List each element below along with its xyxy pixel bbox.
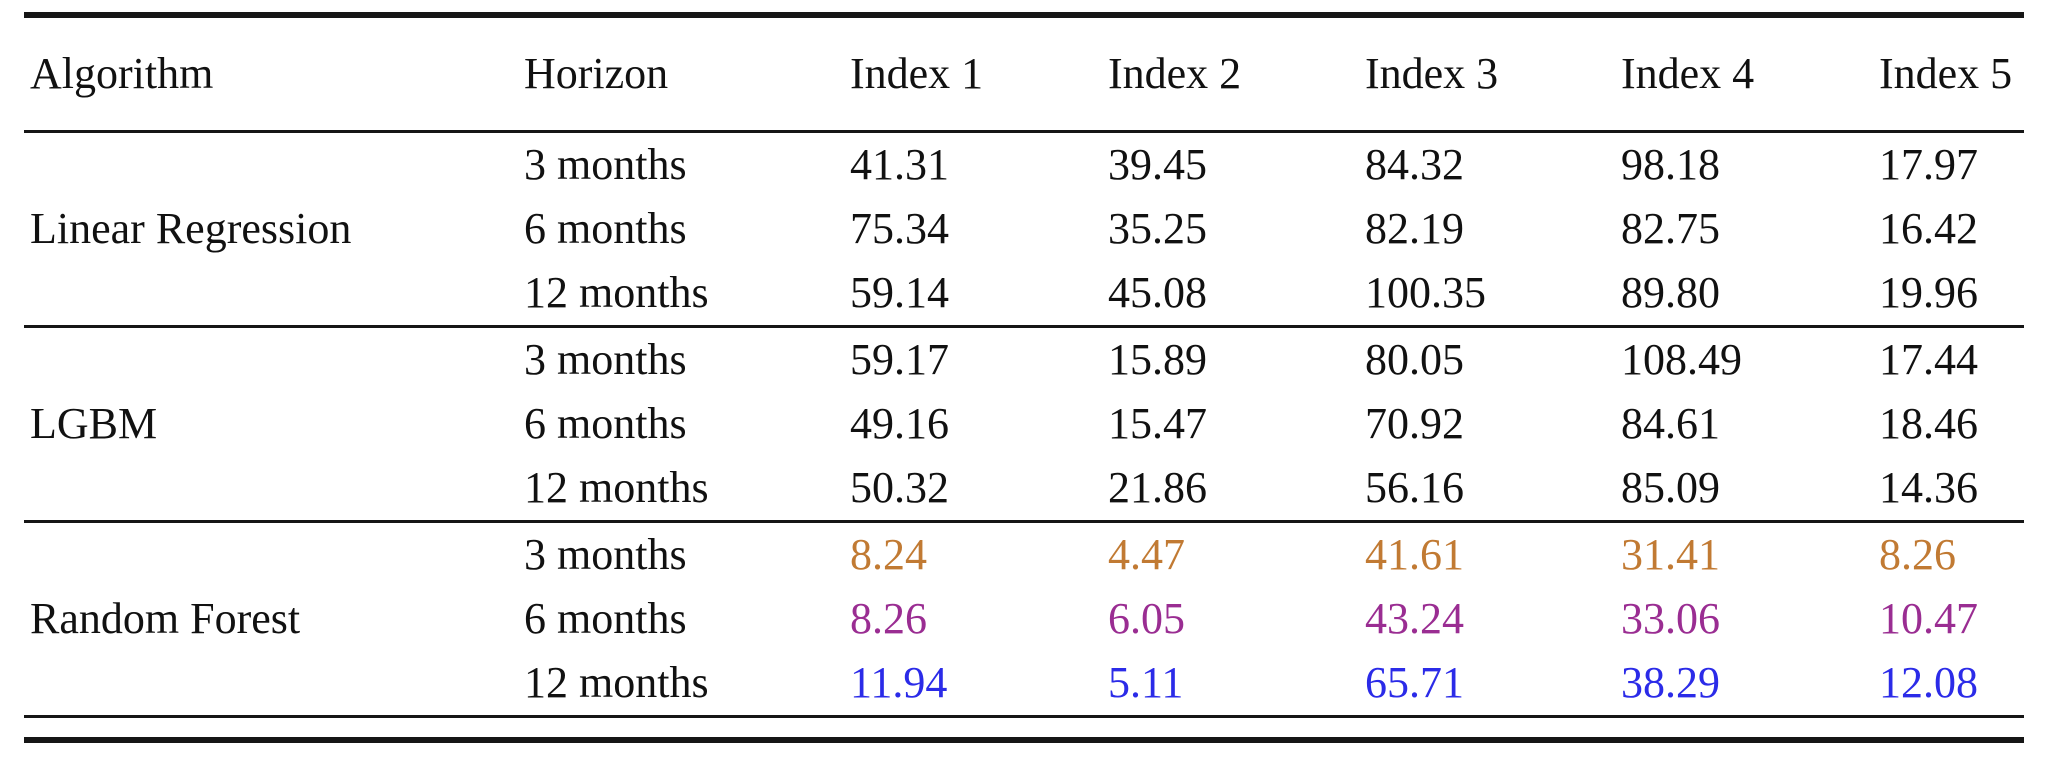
horizon-cell: 6 months [524,204,687,253]
value-cell: 41.61 [1365,530,1464,579]
column-header-index2: Index 2 [1108,49,1242,98]
column-header-index1: Index 1 [850,49,984,98]
horizon-cell: 6 months [524,399,687,448]
algorithm-cell: Linear Regression [30,204,352,253]
value-cell: 82.75 [1621,204,1720,253]
table-row: 12 months 50.32 21.86 56.16 85.09 14.36 [24,456,2024,522]
value-cell: 70.92 [1365,399,1464,448]
value-cell: 6.05 [1108,594,1185,643]
table-row: Linear Regression 3 months 41.31 39.45 8… [24,132,2024,251]
value-cell: 12.08 [1879,658,1978,707]
horizon-cell: 6 months [524,594,687,643]
column-header-algorithm: Algorithm [30,49,214,98]
value-cell: 19.96 [1879,268,1978,317]
value-cell: 82.19 [1365,204,1464,253]
horizon-cell: 12 months [524,268,709,317]
value-cell: 8.26 [850,594,927,643]
value-cell: 100.35 [1365,268,1486,317]
value-cell: 59.17 [850,335,949,384]
table-row: Random Forest 3 months 8.24 4.47 41.61 3… [24,522,2024,641]
horizon-cell: 3 months [524,140,687,189]
value-cell: 49.16 [850,399,949,448]
value-cell: 56.16 [1365,463,1464,512]
group-random-forest: Random Forest 3 months 8.24 4.47 41.61 3… [24,522,2024,717]
value-cell: 15.47 [1108,399,1207,448]
table-row: 12 months 11.94 5.11 65.71 38.29 12.08 [24,651,2024,717]
value-cell: 98.18 [1621,140,1720,189]
results-table-area: Algorithm Horizon Index 1 Index 2 Index … [24,12,2024,743]
value-cell: 85.09 [1621,463,1720,512]
algorithm-cell: LGBM [30,399,158,448]
column-header-index4: Index 4 [1621,49,1755,98]
group-linear-regression: Linear Regression 3 months 41.31 39.45 8… [24,132,2024,327]
header-row: Algorithm Horizon Index 1 Index 2 Index … [24,15,2024,132]
horizon-cell: 12 months [524,658,709,707]
value-cell: 75.34 [850,204,949,253]
horizon-cell: 3 months [524,335,687,384]
value-cell: 41.31 [850,140,949,189]
value-cell: 89.80 [1621,268,1720,317]
table-row: 6 months 8.26 6.05 43.24 33.06 10.47 [24,587,2024,651]
value-cell: 15.89 [1108,335,1207,384]
value-cell: 8.26 [1879,530,1956,579]
table-header: Algorithm Horizon Index 1 Index 2 Index … [24,15,2024,132]
value-cell: 45.08 [1108,268,1207,317]
value-cell: 108.49 [1621,335,1742,384]
value-cell: 18.46 [1879,399,1978,448]
value-cell: 21.86 [1108,463,1207,512]
value-cell: 50.32 [850,463,949,512]
value-cell: 33.06 [1621,594,1720,643]
table-row: 12 months 59.14 45.08 100.35 89.80 19.96 [24,261,2024,327]
column-header-index3: Index 3 [1365,49,1499,98]
column-header-index5: Index 5 [1879,49,2013,98]
value-cell: 80.05 [1365,335,1464,384]
algorithm-cell: Random Forest [30,594,301,643]
value-cell: 16.42 [1879,204,1978,253]
column-header-horizon: Horizon [524,49,669,98]
bottom-thick-rule [24,737,2024,743]
group-lgbm: LGBM 3 months 59.17 15.89 80.05 108.49 1… [24,327,2024,522]
value-cell: 17.44 [1879,335,1978,384]
value-cell: 31.41 [1621,530,1720,579]
horizon-cell: 12 months [524,463,709,512]
value-cell: 38.29 [1621,658,1720,707]
value-cell: 65.71 [1365,658,1464,707]
value-cell: 14.36 [1879,463,1978,512]
value-cell: 5.11 [1108,658,1184,707]
table-row: LGBM 3 months 59.17 15.89 80.05 108.49 1… [24,327,2024,446]
value-cell: 8.24 [850,530,927,579]
value-cell: 59.14 [850,268,949,317]
results-table: Algorithm Horizon Index 1 Index 2 Index … [24,12,2024,718]
value-cell: 39.45 [1108,140,1207,189]
value-cell: 43.24 [1365,594,1464,643]
value-cell: 35.25 [1108,204,1207,253]
value-cell: 11.94 [850,658,948,707]
table-row: 6 months 75.34 35.25 82.19 82.75 16.42 [24,197,2024,261]
value-cell: 17.97 [1879,140,1978,189]
value-cell: 4.47 [1108,530,1185,579]
value-cell: 10.47 [1879,594,1978,643]
value-cell: 84.32 [1365,140,1464,189]
value-cell: 84.61 [1621,399,1720,448]
horizon-cell: 3 months [524,530,687,579]
table-row: 6 months 49.16 15.47 70.92 84.61 18.46 [24,392,2024,456]
